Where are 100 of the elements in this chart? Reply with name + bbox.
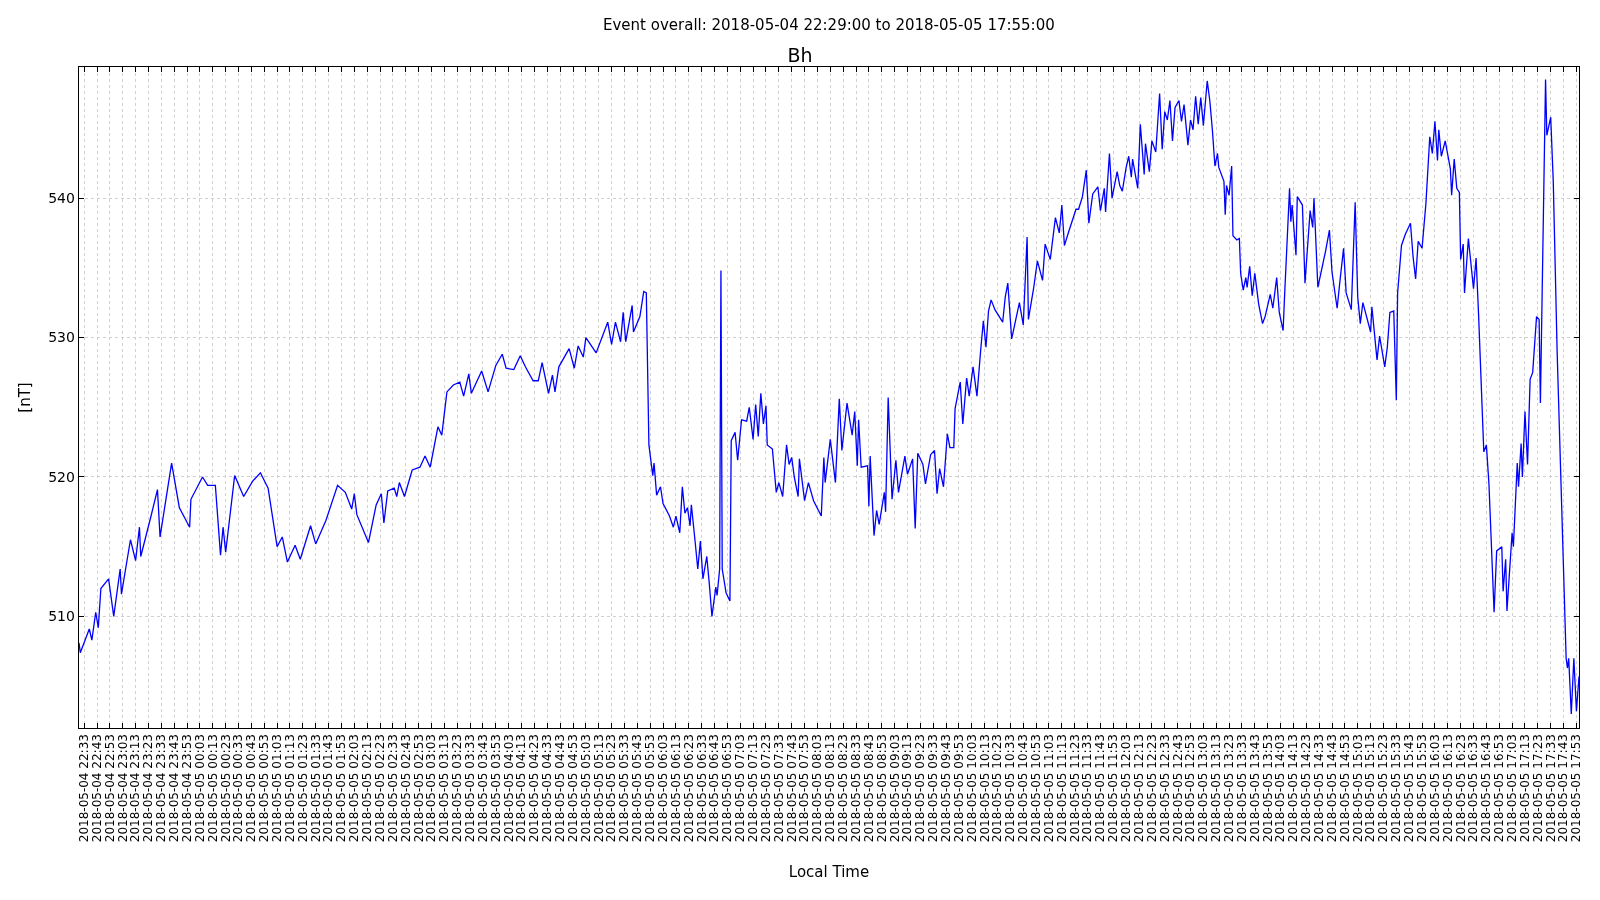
- x-tick-label: 2018-05-05 00:43: [244, 734, 259, 843]
- x-tick-label: 2018-05-05 17:43: [1556, 734, 1571, 843]
- x-tick-label: 2018-05-05 09:13: [900, 734, 915, 843]
- x-tick-label: 2018-05-05 00:03: [192, 734, 207, 843]
- x-tick-label: 2018-05-04 23:33: [154, 734, 169, 843]
- x-tick-label: 2018-05-05 16:53: [1492, 734, 1507, 843]
- x-tick-label: 2018-05-05 06:13: [668, 734, 683, 843]
- x-tick-label: 2018-05-05 03:43: [475, 734, 490, 843]
- x-tick-label: 2018-05-05 02:43: [398, 734, 413, 843]
- x-tick-label: 2018-05-05 07:13: [746, 734, 760, 843]
- x-tick-label: 2018-05-05 04:13: [514, 734, 529, 843]
- x-tick-label: 2018-05-05 13:13: [1209, 734, 1224, 843]
- x-tick-label: 2018-05-05 02:13: [360, 734, 375, 843]
- x-tick-label: 2018-05-05 11:03: [1041, 734, 1056, 843]
- x-tick-label: 2018-05-04 23:43: [167, 734, 182, 843]
- x-tick-label: 2018-05-05 08:23: [836, 734, 851, 843]
- x-tick-label: 2018-05-05 08:03: [810, 734, 825, 843]
- x-tick-label: 2018-05-05 16:33: [1466, 734, 1481, 843]
- x-tick-label: 2018-05-05 01:03: [270, 734, 285, 843]
- x-tick-label: 2018-05-05 04:33: [540, 734, 555, 843]
- x-tick-label: 2018-05-05 14:43: [1324, 734, 1339, 843]
- x-tick-label: 2018-05-05 10:13: [977, 734, 992, 843]
- x-tick-label: 2018-05-05 14:53: [1337, 734, 1352, 843]
- x-tick-label: 2018-05-05 10:33: [1003, 734, 1018, 843]
- x-tick-label: 2018-05-05 07:43: [784, 734, 799, 843]
- y-tick-label: 510: [48, 608, 75, 625]
- x-tick-label: 2018-05-04 22:53: [102, 734, 117, 843]
- x-tick-label: 2018-05-05 17:03: [1505, 734, 1519, 843]
- x-tick-label: 2018-05-05 17:13: [1517, 734, 1532, 843]
- x-tick-label: 2018-05-05 01:13: [282, 734, 297, 843]
- x-tick-label: 2018-05-05 09:53: [951, 734, 966, 843]
- x-tick-label: 2018-05-05 06:43: [707, 734, 722, 843]
- x-tick-label: 2018-05-05 12:03: [1119, 734, 1134, 843]
- x-tick-label: 2018-05-05 04:03: [501, 734, 516, 843]
- x-tick-label: 2018-05-05 14:03: [1273, 734, 1288, 843]
- x-tick-label: 2018-05-05 13:43: [1247, 734, 1262, 843]
- x-tick-label: 2018-05-05 07:53: [797, 734, 812, 843]
- x-tick-label: 2018-05-05 15:53: [1414, 734, 1429, 843]
- x-tick-label: 2018-05-05 17:33: [1543, 734, 1558, 843]
- x-tick-label: 2018-05-05 15:13: [1363, 734, 1378, 843]
- y-axis-title: [nT]: [15, 382, 34, 413]
- x-tick-label: 2018-05-05 08:13: [823, 734, 838, 843]
- x-tick-label: 2018-05-05 09:43: [938, 734, 953, 843]
- x-tick-label: 2018-05-05 01:23: [295, 734, 310, 843]
- x-tick-label: 2018-05-05 11:33: [1080, 734, 1095, 843]
- x-tick-label: 2018-05-05 11:23: [1067, 734, 1082, 843]
- x-tick-label: 2018-05-05 03:33: [462, 734, 477, 843]
- x-tick-label: 2018-05-05 06:23: [681, 734, 696, 843]
- x-tick-label: 2018-05-05 12:13: [1131, 734, 1146, 843]
- x-tick-label: 2018-05-05 02:23: [372, 734, 387, 843]
- x-tick-label: 2018-05-05 12:53: [1183, 734, 1198, 843]
- x-tick-label: 2018-05-04 23:03: [115, 734, 130, 843]
- x-tick-label: 2018-05-05 11:53: [1106, 734, 1121, 843]
- x-tick-label: 2018-05-05 09:33: [926, 734, 941, 843]
- x-tick-label: 2018-05-05 10:43: [1016, 734, 1031, 843]
- x-tick-label: 2018-05-05 02:03: [347, 734, 362, 843]
- x-tick-label: 2018-05-05 05:43: [630, 734, 645, 843]
- x-tick-label: 2018-05-05 01:53: [334, 734, 349, 843]
- x-tick-label: 2018-05-05 03:53: [488, 734, 503, 843]
- x-tick-label: 2018-05-05 03:13: [437, 734, 452, 843]
- x-tick-label: 2018-05-05 05:33: [617, 734, 632, 843]
- x-tick-label: 2018-05-05 14:13: [1286, 734, 1301, 843]
- x-tick-label: 2018-05-05 07:03: [733, 734, 748, 843]
- x-tick-label: 2018-05-05 15:43: [1402, 734, 1417, 843]
- x-tick-label: 2018-05-05 13:23: [1221, 734, 1236, 843]
- x-tick-label: 2018-05-05 08:53: [874, 734, 889, 843]
- x-tick-label: 2018-05-05 11:43: [1093, 734, 1108, 843]
- y-tick-label: 530: [48, 329, 75, 346]
- x-tick-label: 2018-05-05 00:33: [231, 734, 246, 843]
- x-tick-label: 2018-05-05 10:23: [990, 734, 1005, 843]
- y-tick-label: 540: [48, 189, 75, 206]
- x-tick-label: 2018-05-05 10:03: [964, 734, 979, 843]
- x-tick-label: 2018-05-05 08:33: [848, 734, 863, 843]
- x-tick-label: 2018-05-05 05:13: [591, 734, 606, 843]
- x-tick-label: 2018-05-05 13:33: [1234, 734, 1249, 843]
- x-tick-label: 2018-05-05 13:03: [1196, 734, 1211, 843]
- x-tick-label: 2018-05-05 07:33: [771, 734, 786, 843]
- x-tick-label: 2018-05-04 22:33: [77, 734, 92, 843]
- x-tick-label: 2018-05-05 12:33: [1157, 734, 1172, 843]
- line-series: [79, 78, 1579, 715]
- x-tick-label: 2018-05-05 17:53: [1569, 734, 1584, 843]
- x-tick-label: 2018-05-05 00:13: [205, 734, 220, 843]
- y-tick-label: 520: [48, 468, 75, 485]
- x-tick-label: 2018-05-05 05:03: [578, 734, 593, 843]
- x-tick-label: 2018-05-05 16:13: [1440, 734, 1455, 843]
- x-tick-label: 2018-05-05 10:53: [1029, 734, 1044, 843]
- x-tick-label: 2018-05-05 13:53: [1260, 734, 1275, 843]
- x-tick-label: 2018-05-05 15:33: [1389, 734, 1404, 843]
- x-tick-label: 2018-05-05 16:43: [1479, 734, 1494, 843]
- x-tick-label: 2018-05-05 15:03: [1350, 734, 1365, 843]
- x-tick-label: 2018-05-05 06:33: [694, 734, 709, 843]
- x-tick-label: 2018-05-05 11:13: [1054, 734, 1069, 843]
- x-tick-label: 2018-05-05 16:23: [1453, 734, 1468, 843]
- chart-subtitle: Event overall: 2018-05-04 22:29:00 to 2018-05-05 17:55:00: [603, 16, 1055, 34]
- x-tick-label: 2018-05-05 00:23: [218, 734, 233, 843]
- x-tick-label: 2018-05-05 04:23: [527, 734, 542, 843]
- x-tick-label: 2018-05-05 17:23: [1530, 734, 1545, 843]
- x-tick-label: 2018-05-05 12:43: [1170, 734, 1185, 843]
- x-tick-label: 2018-05-05 05:23: [604, 734, 619, 843]
- x-tick-label: 2018-05-05 09:03: [887, 734, 902, 843]
